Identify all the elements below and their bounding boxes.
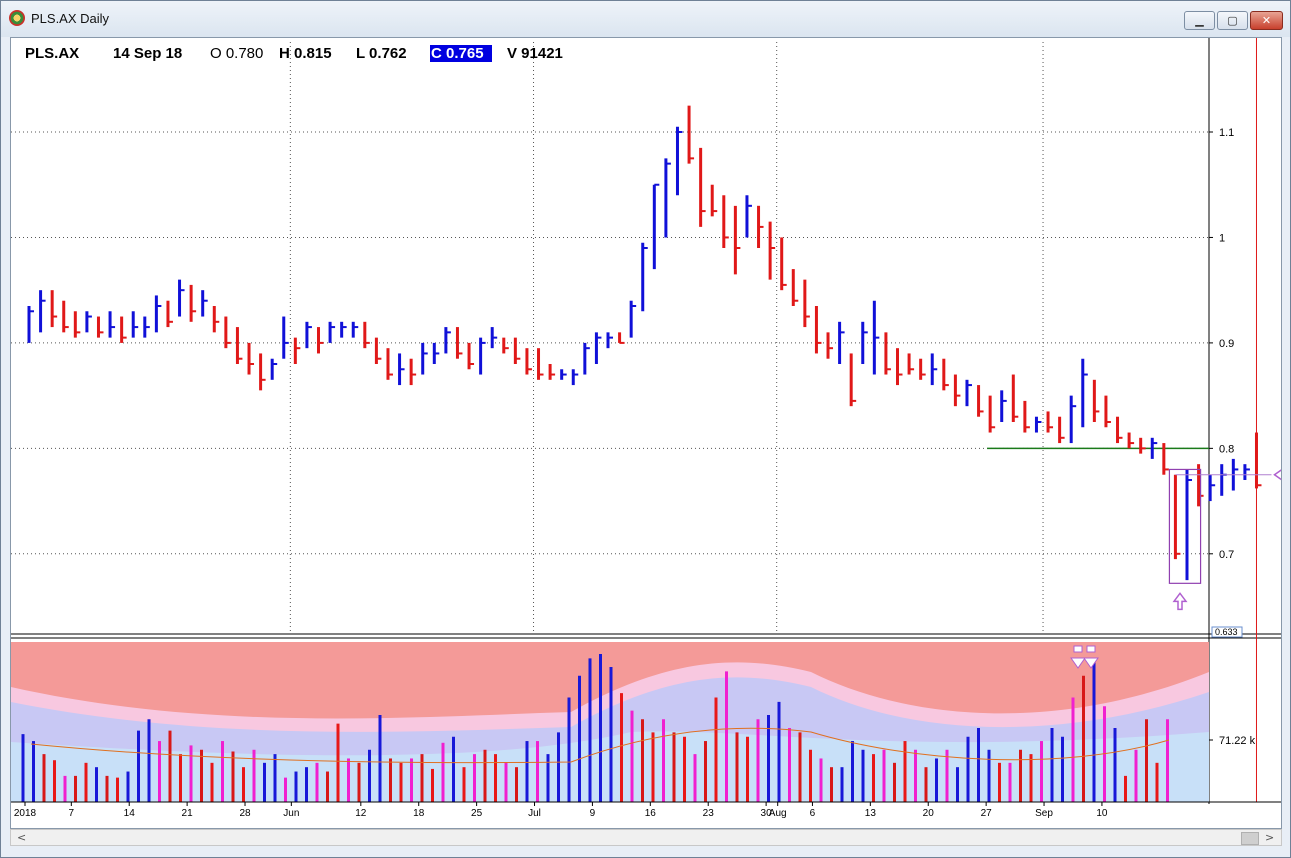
x-tick-label: Jul <box>528 808 541 819</box>
title-bar: PLS.AX Daily ▁ ▢ ✕ <box>1 1 1290 37</box>
volume-label: V 91421 <box>507 45 563 62</box>
scroll-left-icon[interactable]: < <box>17 831 27 844</box>
current-price-box <box>1211 626 1243 638</box>
y-tick-label: 0.9 <box>1219 338 1234 350</box>
x-tick-label: 10 <box>1096 808 1108 819</box>
x-tick-label: 23 <box>703 808 715 819</box>
symbol-label: PLS.AX <box>25 45 80 62</box>
x-tick-label: 12 <box>355 808 367 819</box>
maximize-button[interactable]: ▢ <box>1217 11 1248 30</box>
scroll-thumb[interactable] <box>1241 832 1259 845</box>
x-tick-label: 20 <box>923 808 935 819</box>
app-icon <box>9 10 25 26</box>
window-title: PLS.AX Daily <box>31 11 110 26</box>
down-arrow-icon <box>1070 645 1086 669</box>
x-tick-label: 25 <box>471 808 483 819</box>
x-tick-label: 27 <box>981 808 993 819</box>
current-price-label: 0.633 <box>1215 627 1238 637</box>
y-tick-label: 0.7 <box>1219 549 1234 561</box>
volume-tick-label: 71.22 k <box>1219 735 1256 747</box>
x-tick-label: 21 <box>182 808 194 819</box>
close-icon: ✕ <box>1261 14 1272 27</box>
x-tick-label: 6 <box>810 808 816 819</box>
maximize-icon: ▢ <box>1227 14 1238 27</box>
high-label: H 0.815 <box>279 45 332 62</box>
chart-area[interactable]: 1.1 1 0.9 0.8 0.7 0.633 71.22 k 2018 7 14 21 28 Jun 1… <box>10 37 1282 829</box>
scroll-right-icon[interactable]: > <box>1265 831 1275 844</box>
y-tick-label: 0.8 <box>1219 443 1234 455</box>
minimize-button[interactable]: ▁ <box>1184 11 1215 30</box>
y-tick-label: 1 <box>1219 232 1225 244</box>
close-label: C 0.765 <box>430 45 492 62</box>
x-tick-label: 2018 <box>14 808 37 819</box>
x-tick-label: 18 <box>413 808 425 819</box>
x-tick-label: Aug <box>769 808 787 819</box>
annotation-box <box>1168 468 1202 584</box>
up-arrow-icon <box>1172 592 1188 611</box>
x-tick-label: 28 <box>239 808 251 819</box>
down-arrow-icon <box>1083 645 1099 669</box>
x-tick-label: 7 <box>69 808 75 819</box>
x-tick-label: 9 <box>590 808 596 819</box>
x-tick-label: 14 <box>124 808 136 819</box>
close-button[interactable]: ✕ <box>1250 11 1283 30</box>
left-arrow-icon <box>1273 469 1281 481</box>
open-label: O 0.780 <box>210 45 264 62</box>
x-tick-label: 16 <box>645 808 657 819</box>
date-label: 14 Sep 18 <box>113 45 183 62</box>
x-tick-label: Sep <box>1035 808 1053 819</box>
minimize-icon: ▁ <box>1195 14 1204 27</box>
x-tick-label: 30 <box>761 808 773 819</box>
volume-average-line <box>30 727 1170 764</box>
low-label: L 0.762 <box>356 45 407 62</box>
horizontal-scrollbar[interactable]: < > <box>10 829 1282 846</box>
x-tick-label: 13 <box>865 808 877 819</box>
x-tick-label: Jun <box>283 808 299 819</box>
y-tick-label: 1.1 <box>1219 127 1234 139</box>
